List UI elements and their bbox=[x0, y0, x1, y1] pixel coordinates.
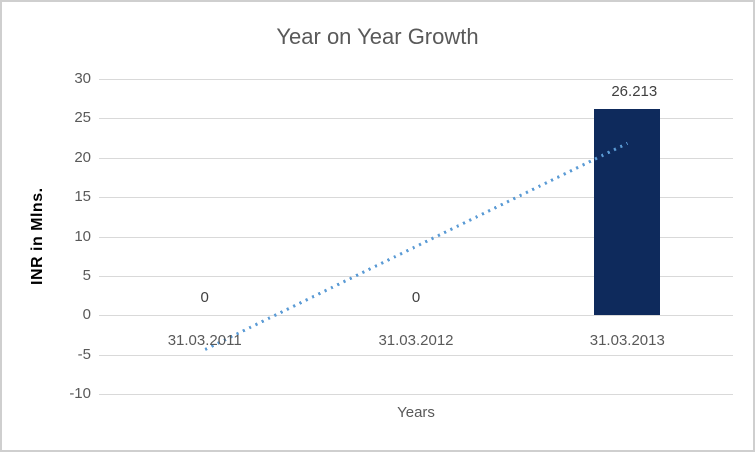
data-label-31.03.2012: 0 bbox=[411, 289, 421, 307]
y-tick-label: -5 bbox=[77, 345, 91, 363]
bar-31.03.2013 bbox=[594, 108, 661, 316]
gridline-y-30 bbox=[99, 79, 733, 80]
gridline-y-25 bbox=[99, 118, 733, 120]
y-tick-label: 25 bbox=[74, 109, 91, 127]
y-tick-label: 10 bbox=[74, 227, 91, 245]
gridline-y-5 bbox=[99, 275, 733, 277]
plot-area: 30 25 20 15 10 5 0 -5 -10 0 0 26.213 31.03.2011 31.03… bbox=[69, 70, 733, 402]
y-tick-label: 5 bbox=[82, 266, 91, 284]
gridline-y--10 bbox=[99, 394, 733, 395]
trendline bbox=[204, 142, 628, 351]
gridline-y-10 bbox=[99, 236, 733, 238]
data-label-31.03.2013: 26.213 bbox=[611, 82, 658, 100]
x-tick-label: 31.03.2013 bbox=[589, 332, 665, 350]
gridline-y--5 bbox=[99, 354, 733, 356]
y-tick-label: 15 bbox=[74, 188, 91, 206]
y-tick-label: 0 bbox=[82, 306, 91, 324]
x-tick-label: 31.03.2011 bbox=[167, 332, 242, 350]
y-tick-label: 20 bbox=[74, 148, 91, 166]
y-tick-label: -10 bbox=[69, 385, 91, 402]
gridline-y-0 bbox=[99, 315, 733, 317]
y-tick-label: 30 bbox=[74, 70, 91, 87]
gridline-y-20 bbox=[99, 157, 733, 159]
chart-title: Year on Year Growth bbox=[276, 24, 479, 49]
data-label-31.03.2011: 0 bbox=[200, 289, 209, 307]
x-tick-label: 31.03.2012 bbox=[378, 332, 454, 350]
x-axis-title: Years bbox=[397, 404, 435, 421]
gridline-y-15 bbox=[99, 197, 733, 199]
